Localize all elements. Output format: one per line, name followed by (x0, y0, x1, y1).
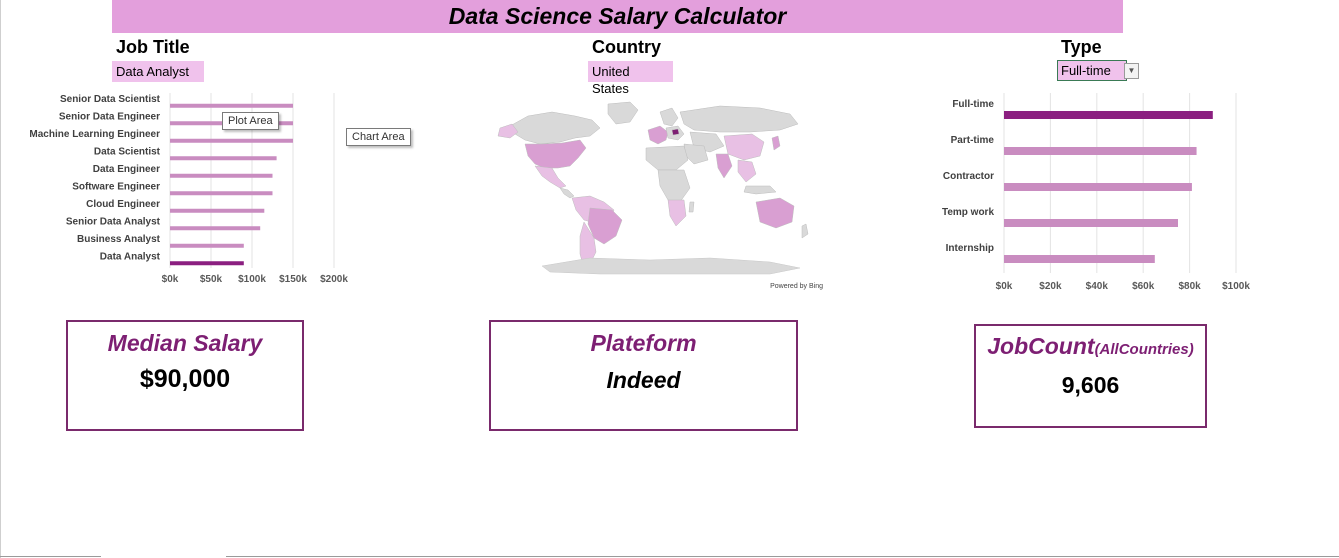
bar-temp-work (1004, 219, 1178, 227)
x-tick-label: $200k (320, 274, 348, 285)
type-chart-bars (1004, 111, 1213, 263)
median-salary-value: $90,000 (139, 365, 231, 393)
map-region-middle-east (683, 143, 709, 165)
platform-value: Indeed (606, 367, 681, 393)
map-region-central-africa (657, 169, 691, 203)
job-count-title: JobCount (987, 333, 1095, 359)
bar-machine-learning-engineer (170, 138, 293, 143)
category-label: Cloud Engineer (86, 199, 160, 210)
map-region-antarctica (541, 257, 801, 275)
bar-data-scientist (170, 156, 277, 161)
type-salary-chart[interactable]: Full-time Part-time Contractor Temp work… (920, 90, 1260, 300)
country-input[interactable]: United States (588, 61, 673, 96)
x-tick-label: $20k (1039, 281, 1062, 292)
map-credit: Powered by Bing (770, 283, 823, 290)
x-tick-label: $50k (200, 274, 223, 285)
job-title-label: Job Title (116, 37, 190, 57)
map-region-china (723, 133, 765, 161)
job-title-input[interactable]: Data Analyst (112, 61, 204, 82)
chart-area-tooltip: Chart Area (346, 128, 411, 146)
title-banner: Data Science Salary Calculator (112, 0, 1123, 33)
map-region-australia (755, 197, 795, 229)
sheet-left-border (0, 0, 1, 558)
median-salary-card: Median Salary $90,000 (66, 320, 304, 431)
category-label: Machine Learning Engineer (29, 129, 160, 140)
map-region-new-zealand (801, 223, 809, 239)
sheet-bottom-border (0, 556, 1339, 557)
map-region-southern-africa (667, 199, 687, 227)
map-region-mexico (534, 165, 567, 189)
platform-title: Plateform (590, 330, 697, 356)
x-tick-label: $80k (1178, 281, 1201, 292)
category-label: Part-time (951, 135, 995, 146)
map-region-united-states (524, 139, 587, 169)
job-chart-category-labels: Senior Data Scientist Senior Data Engine… (29, 94, 160, 263)
bar-cloud-engineer (170, 208, 265, 213)
type-chart-category-labels: Full-time Part-time Contractor Temp work… (942, 99, 994, 254)
x-tick-label: $150k (279, 274, 307, 285)
bar-senior-data-scientist (170, 103, 293, 108)
map-region-indonesia (743, 185, 777, 195)
bar-data-analyst (170, 261, 244, 266)
category-label: Senior Data Engineer (59, 111, 160, 122)
x-tick-label: $60k (1132, 281, 1155, 292)
map-region-brazil (587, 207, 623, 245)
x-tick-label: $100k (238, 274, 266, 285)
map-region-scandinavia (659, 107, 679, 127)
map-region-north-africa (645, 145, 689, 171)
category-label: Data Analyst (100, 251, 161, 262)
bar-full-time (1004, 111, 1213, 119)
bar-contractor (1004, 183, 1192, 191)
dashboard-title: Data Science Salary Calculator (448, 3, 787, 29)
map-region-japan (771, 135, 781, 151)
category-label: Data Scientist (94, 146, 161, 157)
x-tick-label: $100k (1222, 281, 1250, 292)
plot-area-tooltip: Plot Area (222, 112, 279, 130)
category-label: Senior Data Analyst (66, 216, 161, 227)
job-title-salary-chart[interactable]: Senior Data Scientist Senior Data Engine… (0, 88, 380, 303)
type-chart-x-ticks: $0k $20k $40k $60k $80k $100k (996, 281, 1251, 292)
bar-senior-data-analyst (170, 226, 261, 231)
category-label: Full-time (952, 99, 994, 110)
bar-data-engineer (170, 173, 273, 178)
country-label: Country (592, 37, 661, 57)
category-label: Data Engineer (93, 164, 160, 175)
map-region-greenland (607, 101, 639, 125)
map-region-madagascar (688, 201, 695, 213)
map-region-canada (509, 111, 601, 145)
map-region-central-america (559, 187, 575, 199)
category-label: Contractor (943, 171, 994, 182)
map-region-western-europe (647, 125, 669, 145)
bar-internship (1004, 255, 1155, 263)
median-salary-title: Median Salary (107, 330, 263, 356)
map-region-alaska (497, 123, 519, 139)
map-region-russia (679, 105, 799, 133)
job-count-subtitle: (AllCountries) (1094, 341, 1194, 358)
sheet-tab-gap (101, 555, 226, 558)
category-label: Software Engineer (72, 181, 160, 192)
job-chart-x-ticks: $0k $50k $100k $150k $200k (162, 274, 349, 285)
category-label: Temp work (942, 207, 994, 218)
category-label: Business Analyst (77, 234, 161, 245)
type-dropdown-button[interactable]: ▼ (1124, 63, 1139, 79)
map-region-india (715, 153, 733, 179)
bar-part-time (1004, 147, 1197, 155)
chevron-down-icon: ▼ (1127, 66, 1136, 75)
category-label: Internship (946, 243, 994, 254)
platform-card: Plateform Indeed (489, 320, 798, 431)
x-tick-label: $0k (996, 281, 1013, 292)
category-label: Senior Data Scientist (60, 94, 161, 105)
bar-software-engineer (170, 191, 273, 196)
bar-business-analyst (170, 243, 244, 248)
world-map[interactable]: Powered by Bing (480, 98, 830, 293)
type-label: Type (1061, 37, 1102, 57)
x-tick-label: $0k (162, 274, 179, 285)
job-count-value: 9,606 (1061, 372, 1120, 398)
map-region-highlight-country (671, 128, 680, 136)
job-count-card: JobCount(AllCountries) 9,606 (974, 324, 1207, 428)
x-tick-label: $40k (1086, 281, 1109, 292)
type-select[interactable]: Full-time (1057, 60, 1127, 81)
map-region-southeast-asia (737, 159, 757, 183)
